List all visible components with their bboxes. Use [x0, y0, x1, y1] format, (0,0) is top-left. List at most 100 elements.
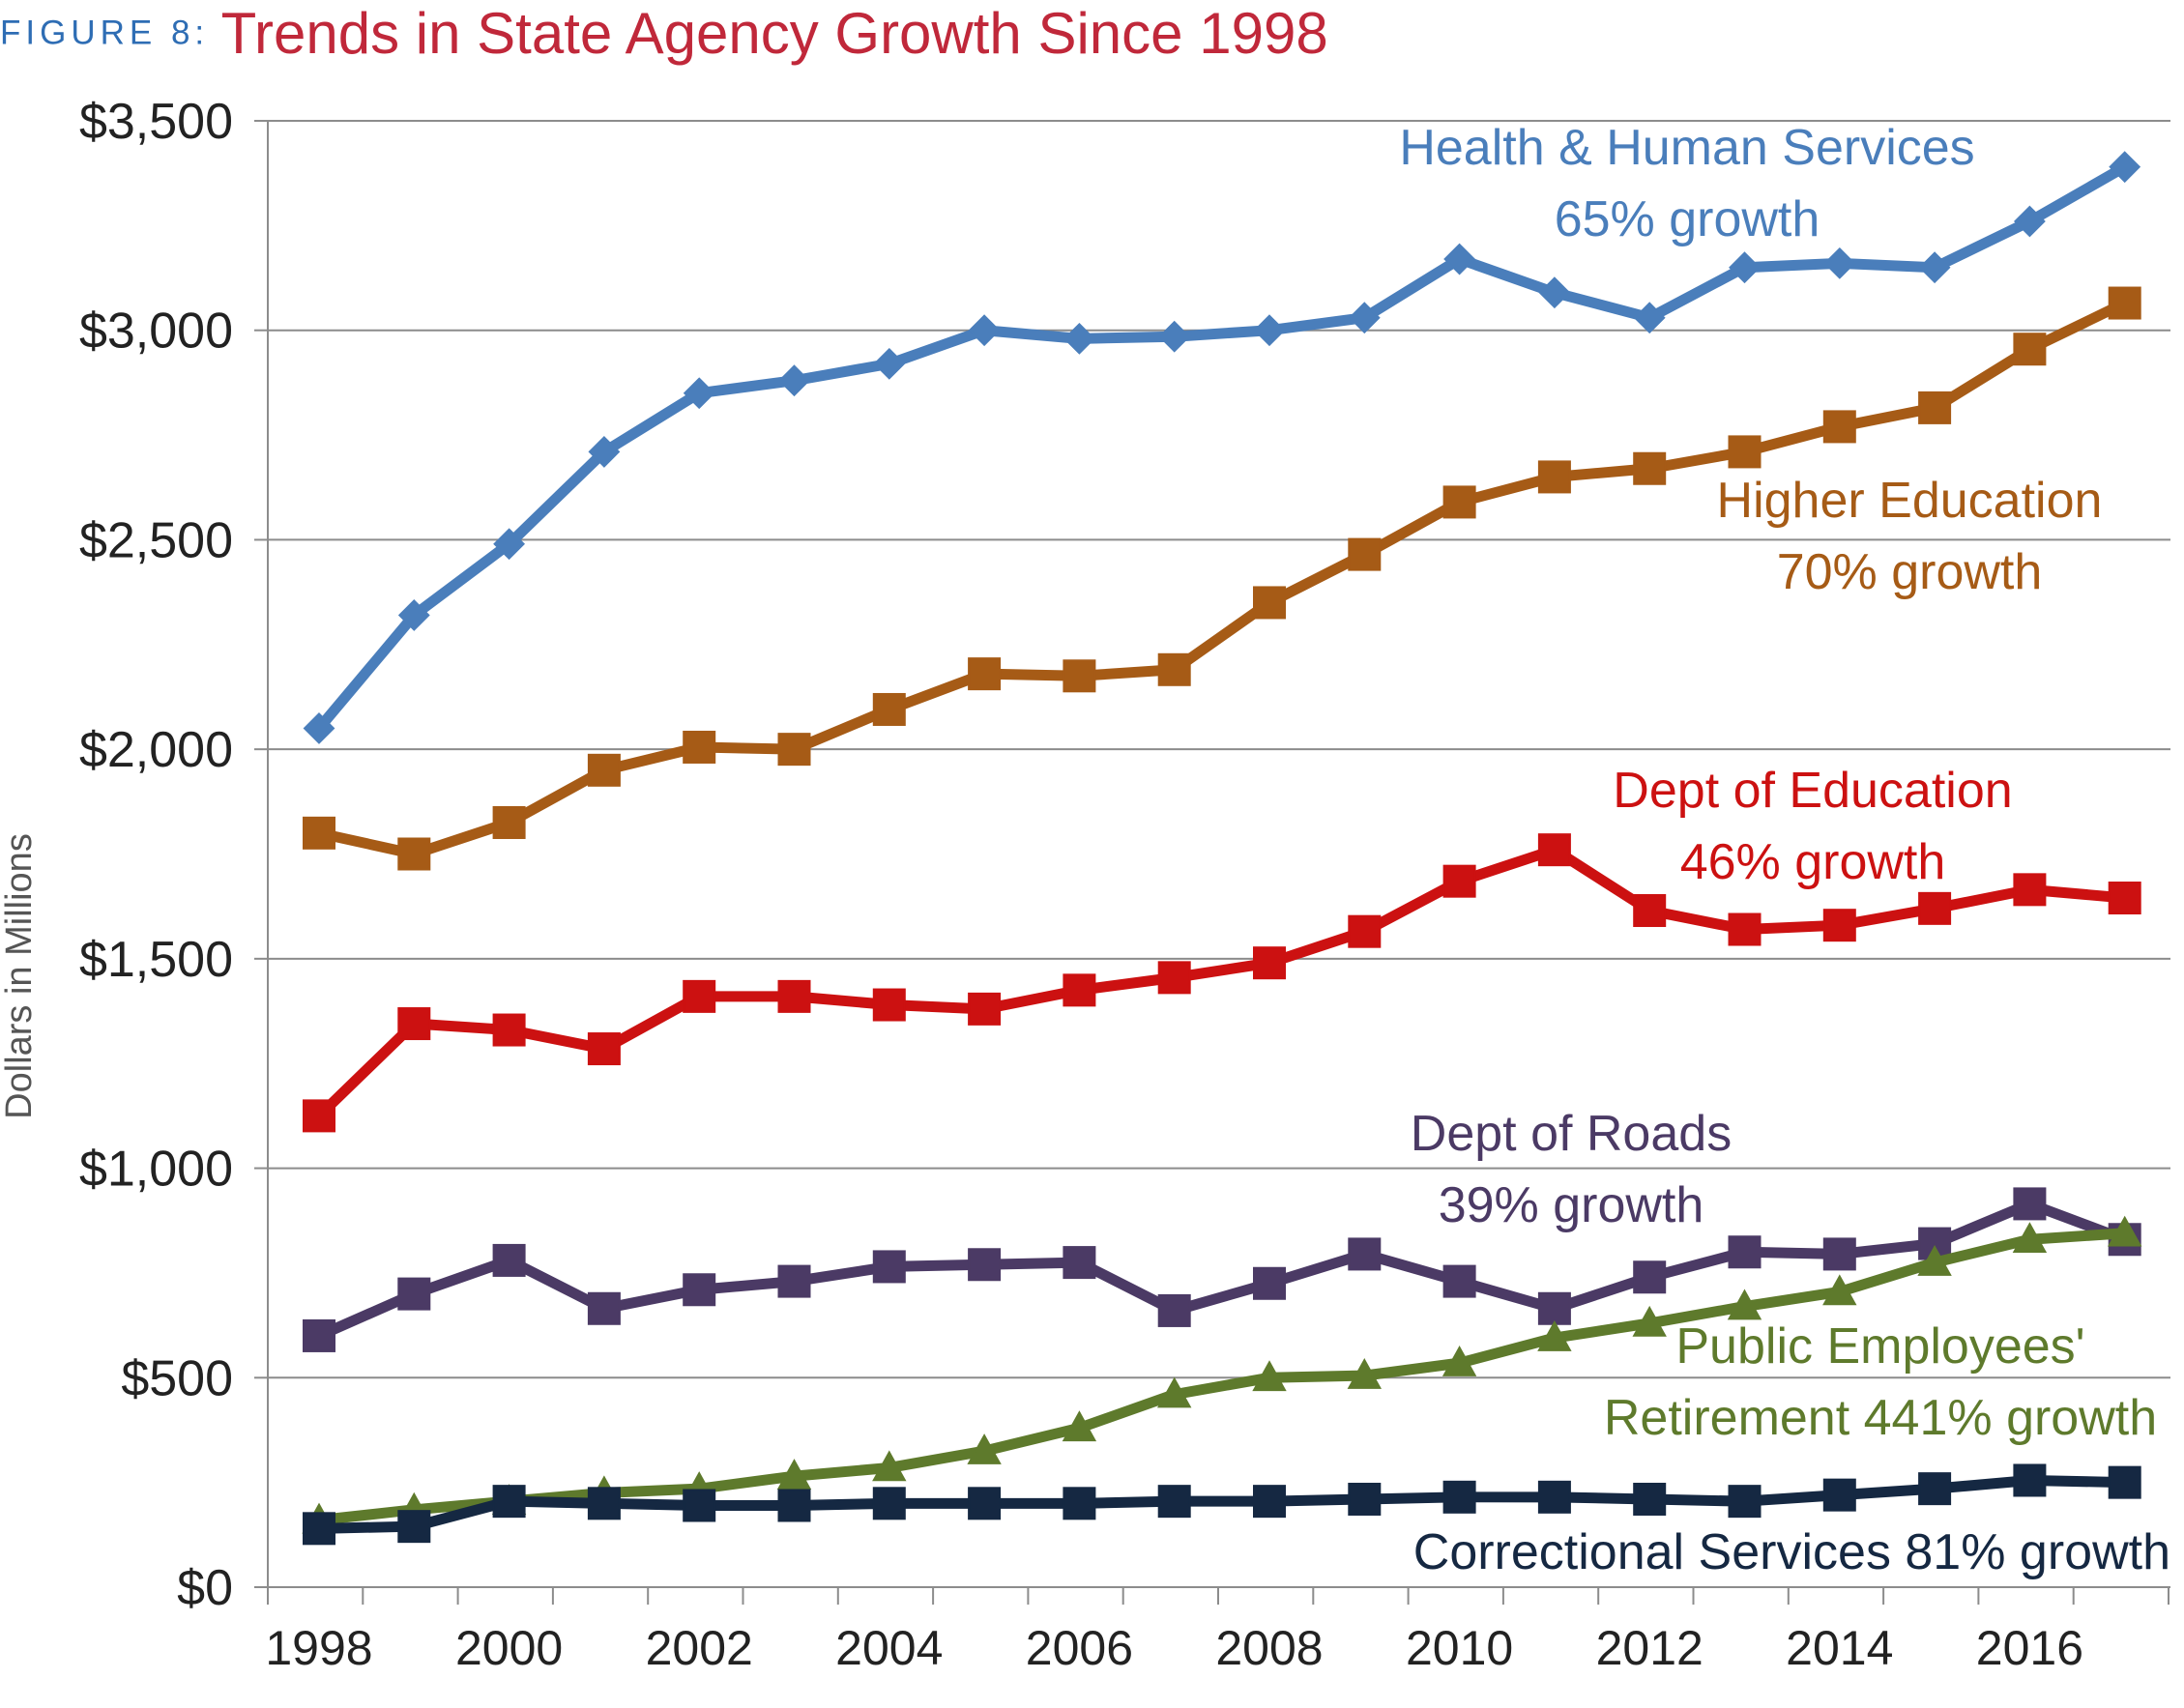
series-label: 70% growth: [1777, 544, 2043, 600]
y-axis-label: Dollars in Millions: [0, 833, 40, 1119]
data-point: [872, 692, 906, 726]
data-point: [1633, 1482, 1667, 1516]
data-point: [1063, 1487, 1096, 1520]
data-point: [1727, 1288, 1762, 1320]
data-point: [1633, 302, 1666, 334]
series-label: 65% growth: [1555, 191, 1820, 247]
data-point: [1442, 864, 1476, 898]
data-point: [1348, 1237, 1382, 1271]
x-axis-ticks: 1998 2000 2002 2004 2006 2008 2010 2012 2014 2016: [265, 1621, 2083, 1675]
series-2: [303, 833, 2141, 1133]
data-point: [1157, 1293, 1191, 1327]
data-point: [1063, 659, 1096, 693]
data-point: [2109, 151, 2141, 184]
data-point: [777, 733, 811, 767]
data-point: [303, 1099, 335, 1133]
data-point: [777, 1489, 811, 1522]
data-point: [778, 364, 810, 397]
series-1: [303, 286, 2141, 871]
data-point: [397, 1510, 431, 1544]
data-point: [587, 1487, 621, 1520]
data-point: [1157, 1376, 1192, 1408]
series-line: [314, 161, 2128, 733]
data-point: [1918, 251, 1951, 284]
data-point: [397, 599, 430, 631]
data-point: [1537, 1291, 1571, 1325]
data-point: [1157, 652, 1191, 686]
data-point: [492, 805, 526, 839]
data-point: [303, 1512, 335, 1546]
x-tick-label: 2014: [1786, 1621, 1893, 1675]
data-point: [397, 837, 431, 871]
data-point: [683, 377, 715, 410]
series-0: [303, 151, 2141, 744]
data-point: [1348, 1482, 1382, 1516]
data-point: [1537, 460, 1571, 494]
data-point: [968, 1487, 1002, 1520]
data-point: [1537, 833, 1571, 867]
data-point: [1632, 1305, 1667, 1337]
data-point: [587, 1032, 621, 1066]
data-point: [776, 1459, 812, 1490]
y-tick-label: $3,500: [79, 94, 233, 150]
data-point: [2108, 1215, 2142, 1247]
data-point: [1728, 435, 1762, 469]
data-point: [1443, 243, 1476, 275]
series-group: [302, 151, 2142, 1546]
data-point: [1157, 1485, 1191, 1519]
series-annotations: Health & Human Services 65% growth Higher …: [1399, 120, 2170, 1580]
data-point: [968, 992, 1002, 1026]
data-point: [2013, 873, 2047, 907]
series-line: [318, 1228, 2126, 1526]
x-tick-label: 2002: [646, 1621, 753, 1675]
y-tick-label: $3,000: [79, 304, 233, 360]
data-point: [2012, 1222, 2048, 1254]
data-point: [683, 1273, 716, 1307]
data-point: [2108, 882, 2141, 915]
data-point: [1538, 276, 1571, 309]
data-point: [1347, 1358, 1382, 1389]
series-5: [303, 1463, 2141, 1546]
x-tick-label: 2012: [1596, 1621, 1704, 1675]
x-tick-label: 2000: [455, 1621, 563, 1675]
data-point: [777, 1264, 811, 1298]
data-point: [397, 1277, 431, 1311]
data-point: [872, 988, 906, 1022]
data-point: [2013, 333, 2047, 366]
data-point: [397, 1007, 431, 1041]
x-tick-label: 2006: [1026, 1621, 1133, 1675]
axes: [254, 120, 2170, 1605]
y-tick-label: $500: [121, 1350, 233, 1406]
series-label: 46% growth: [1680, 834, 1946, 890]
data-point: [1917, 1245, 1952, 1276]
data-point: [1063, 322, 1095, 355]
data-point: [587, 1291, 621, 1325]
gridlines: [268, 120, 2170, 1379]
data-point: [1348, 302, 1381, 334]
data-point: [968, 314, 1001, 347]
series-label: Higher Education: [1717, 473, 2103, 529]
data-point: [1728, 1485, 1762, 1519]
data-point: [587, 753, 621, 787]
data-point: [1441, 1346, 1477, 1376]
data-point: [873, 347, 906, 380]
data-point: [1633, 1260, 1667, 1294]
data-point: [683, 979, 716, 1013]
series-label: 39% growth: [1439, 1177, 1704, 1233]
x-tick-label: 2008: [1215, 1621, 1323, 1675]
data-point: [588, 435, 621, 468]
x-tick-label: 2016: [1976, 1621, 2083, 1675]
data-point: [303, 816, 335, 850]
data-point: [492, 1013, 526, 1047]
chart-title: Trends in State Agency Growth Since 1998: [220, 1, 1328, 66]
data-point: [1252, 1360, 1287, 1392]
data-point: [1537, 1320, 1572, 1351]
data-point: [1063, 1246, 1096, 1280]
y-tick-label: $2,000: [79, 722, 233, 778]
y-tick-label: $1,000: [79, 1142, 233, 1198]
series-3: [303, 1187, 2141, 1352]
data-point: [683, 730, 716, 764]
data-point: [492, 1485, 526, 1519]
data-point: [2013, 205, 2046, 238]
